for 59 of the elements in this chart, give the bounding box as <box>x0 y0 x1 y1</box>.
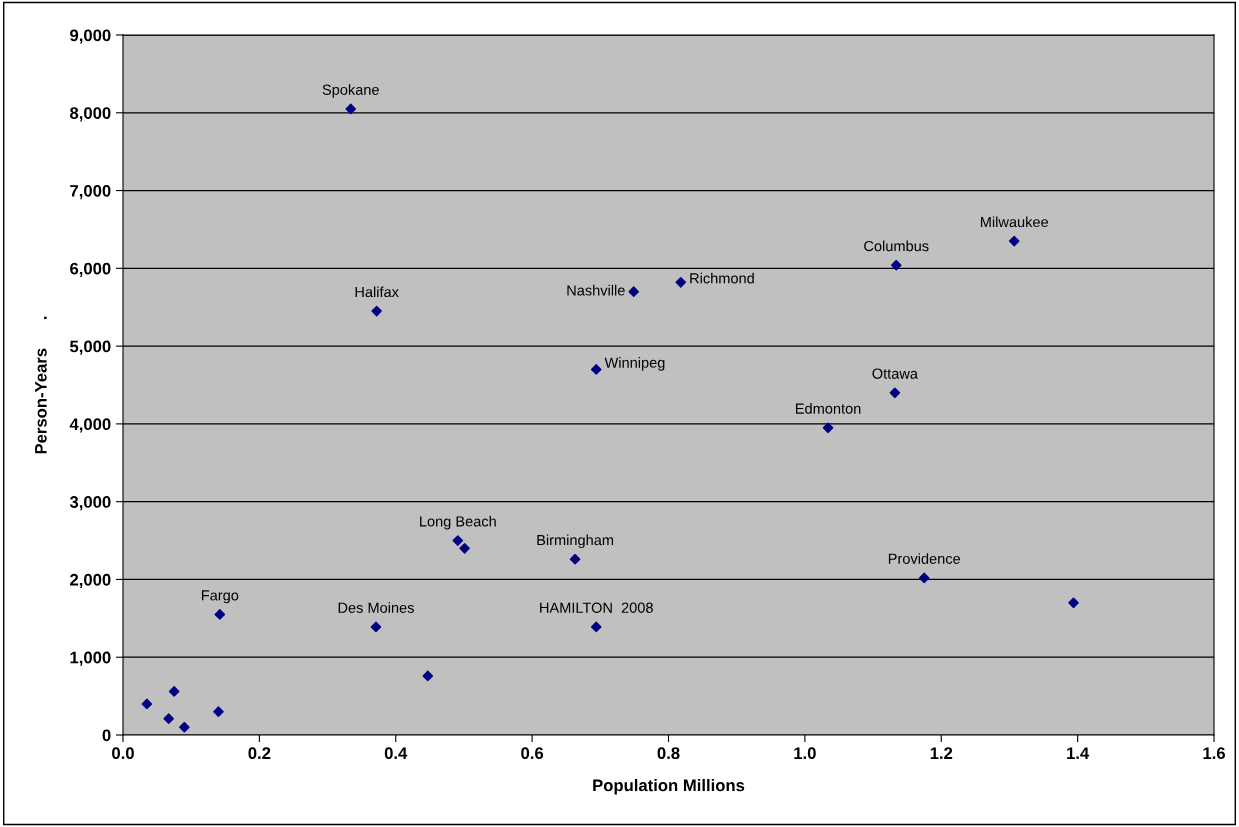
point <box>1008 235 1020 247</box>
annotation: Providence <box>888 553 961 564</box>
point <box>452 535 464 546</box>
point <box>569 553 581 565</box>
y-tick-label: 6,000 <box>70 262 111 277</box>
y-tick-label: 4,000 <box>69 418 111 433</box>
y-tick-label: 2,000 <box>70 573 111 589</box>
annotation: Winnipeg <box>604 357 665 371</box>
x-tick-label: 0.2 <box>248 747 271 760</box>
x-tick-label: 0.0 <box>112 747 134 760</box>
annotation: Nashville <box>567 284 625 296</box>
point <box>214 609 226 620</box>
annotation: Milwaukee <box>980 216 1049 228</box>
x-tick-label: 1.4 <box>1067 747 1090 759</box>
annotation: Ottawa <box>872 368 918 379</box>
annotation: Edmonton <box>796 403 861 414</box>
point <box>822 422 834 434</box>
annotation: Richmond <box>690 272 754 284</box>
annotation: Columbus <box>864 240 929 252</box>
annotation: Spokane <box>322 84 379 98</box>
point <box>422 670 434 682</box>
point <box>213 706 224 717</box>
point <box>459 543 470 554</box>
annotation: HAMILTON 2008 <box>540 602 653 613</box>
point <box>590 364 602 375</box>
x-tick-label: 1.6 <box>1203 747 1225 760</box>
annotation: Halifax <box>355 286 399 298</box>
x-axis-title: Population Millions <box>593 779 745 795</box>
y-tick-label: 9,000 <box>70 29 111 44</box>
y-tick-label: 7,000 <box>70 184 111 200</box>
point <box>889 387 901 399</box>
y-tick-label: 0 <box>102 729 111 742</box>
annotation: Fargo <box>201 590 239 604</box>
x-tick-label: 0.4 <box>384 747 408 760</box>
annotation: Long Beach <box>420 515 496 530</box>
y-axis-title: Person-Years . <box>35 316 47 454</box>
y-tick-label: 5,000 <box>70 340 111 355</box>
y-tick-label: 1,000 <box>70 651 111 666</box>
x-tick-label: 1.2 <box>930 747 953 759</box>
annotation: Birmingham <box>537 534 614 549</box>
y-tick-label: 8,000 <box>70 107 111 122</box>
point <box>345 103 357 115</box>
x-tick-label: 0.8 <box>657 747 680 760</box>
point <box>168 686 180 697</box>
point <box>628 286 640 297</box>
point <box>179 721 190 733</box>
point <box>890 259 902 271</box>
point <box>141 698 153 710</box>
point <box>590 621 602 633</box>
point <box>1068 597 1079 609</box>
point <box>675 277 687 288</box>
y-tick-label: 3,000 <box>69 496 111 511</box>
point <box>163 713 174 724</box>
x-tick-label: 0.6 <box>521 747 544 760</box>
point <box>918 572 930 584</box>
annotation: Des Moines <box>338 602 414 613</box>
point <box>371 305 382 317</box>
x-tick-label: 1.0 <box>794 747 816 760</box>
point <box>370 621 382 633</box>
